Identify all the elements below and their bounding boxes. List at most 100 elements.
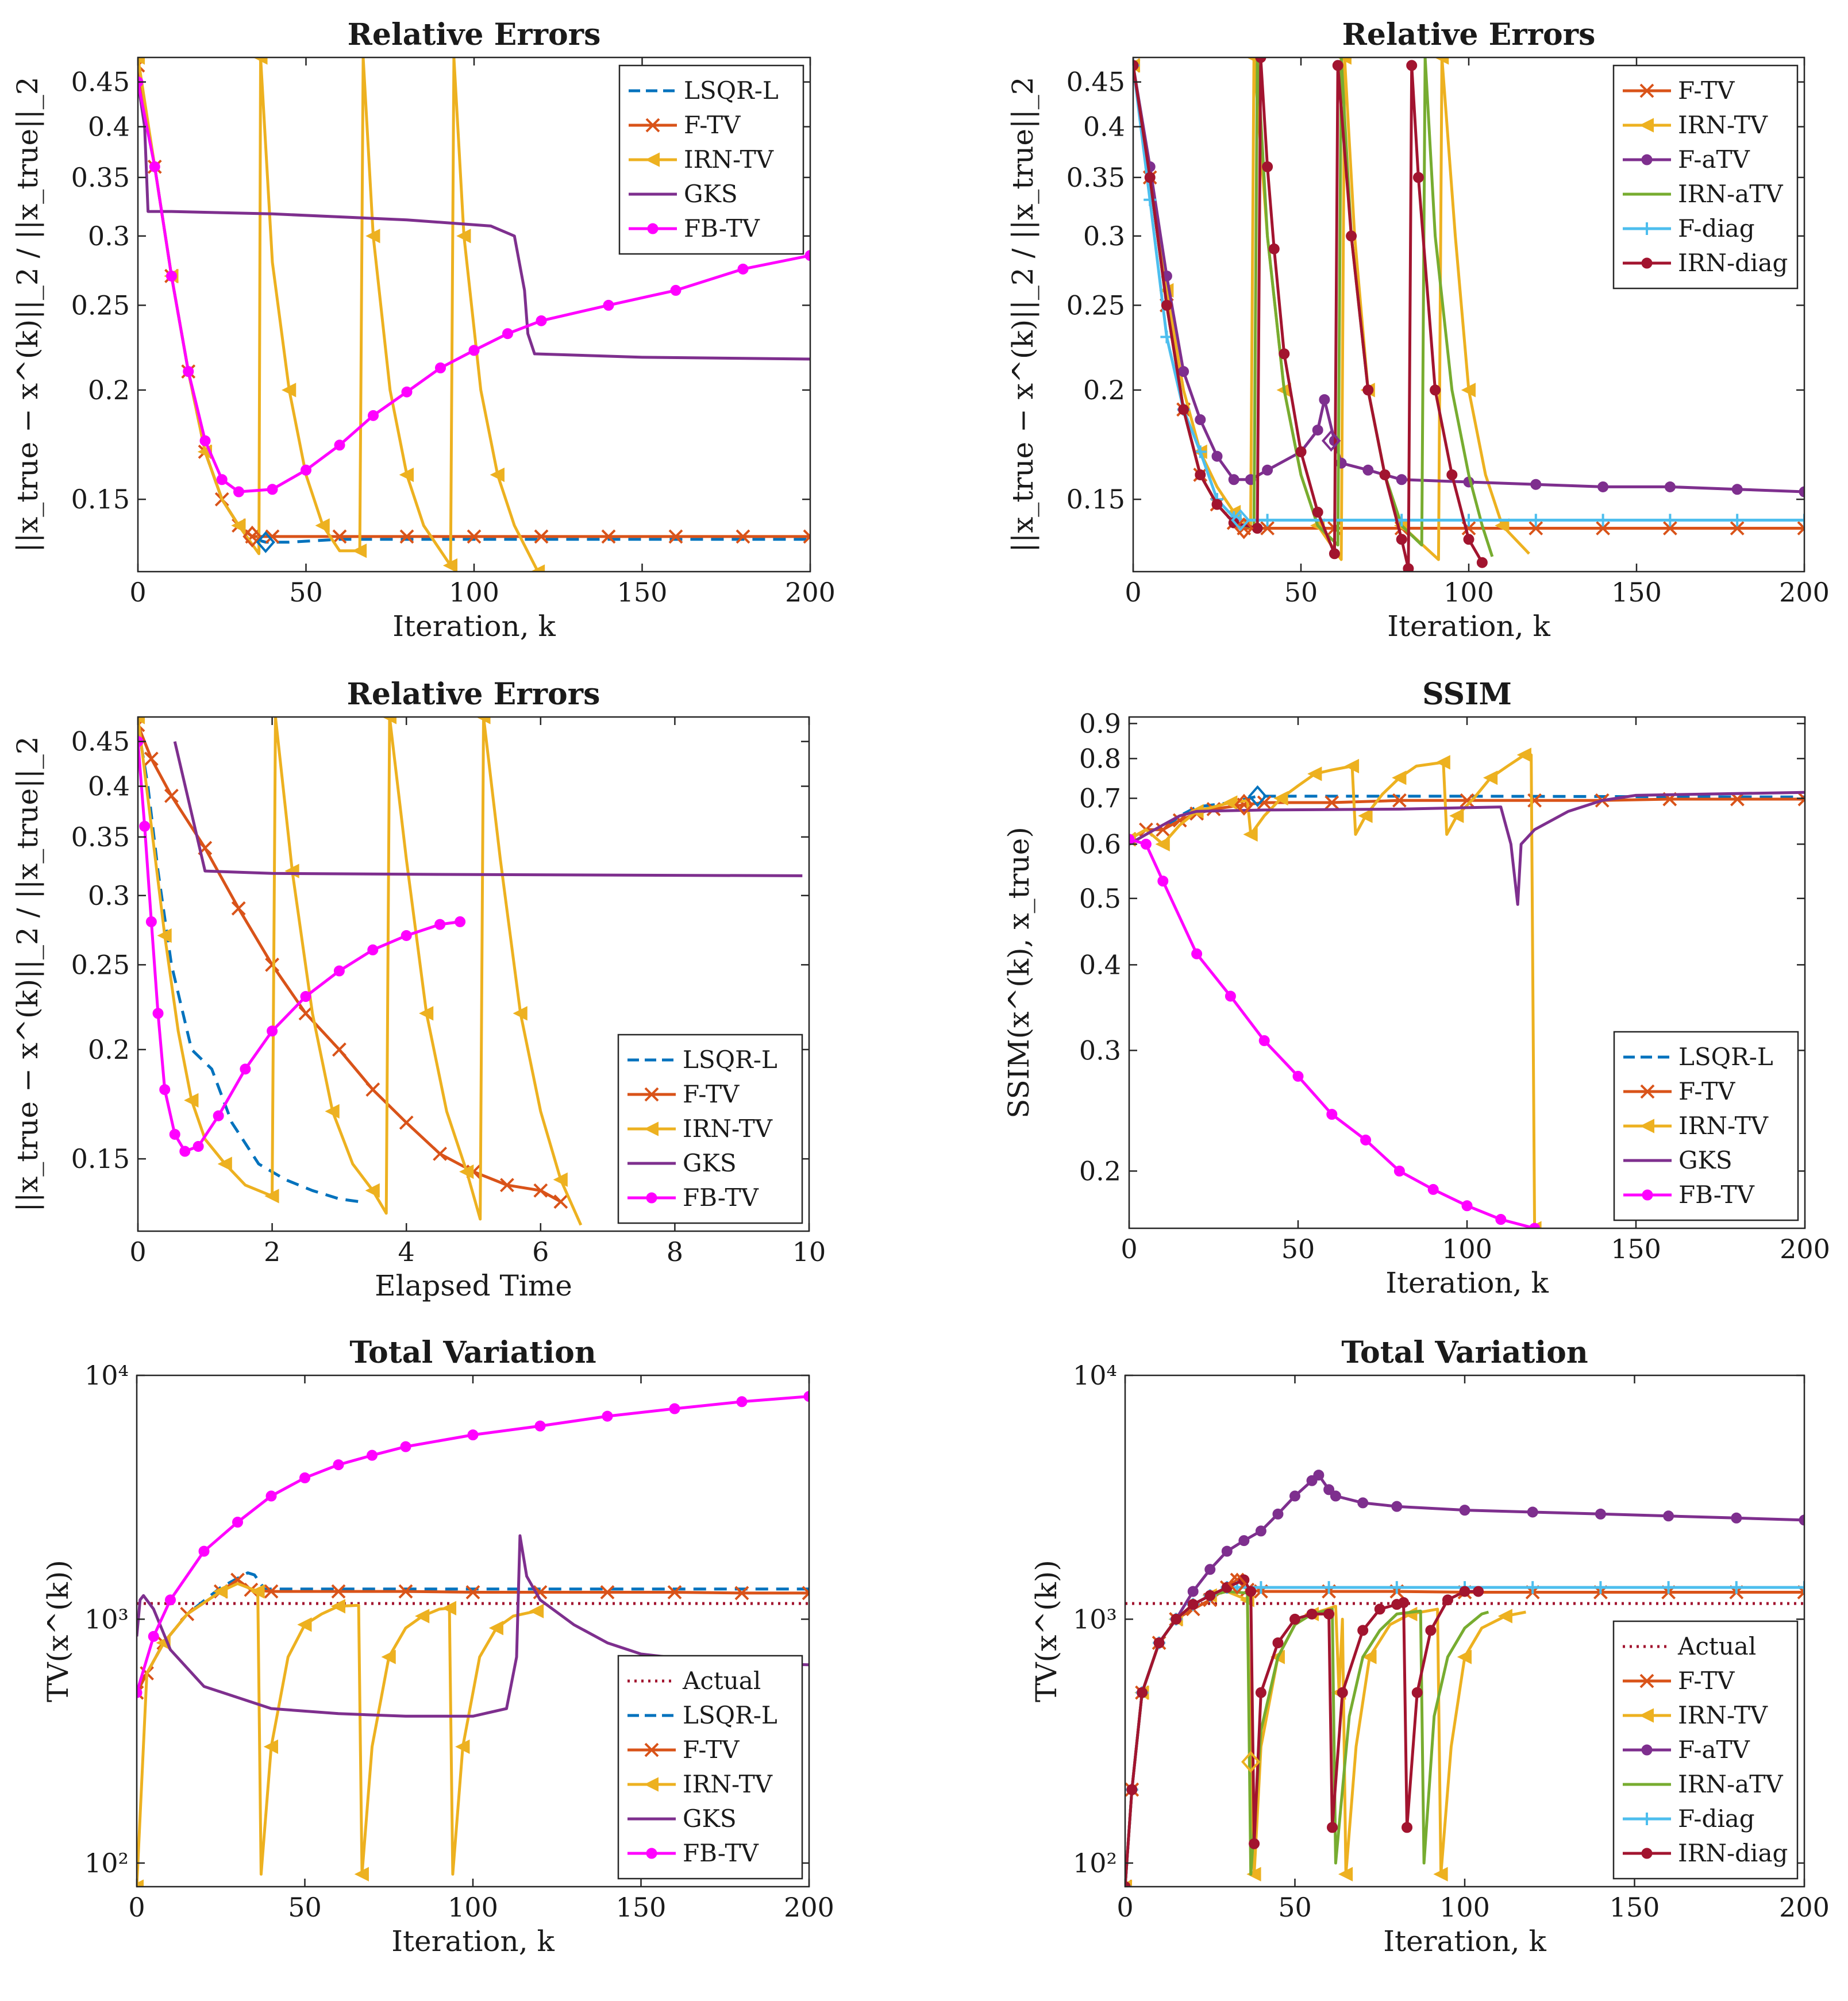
data-point-f-diag bbox=[1798, 1581, 1804, 1594]
data-point-fb-tv bbox=[502, 328, 513, 340]
y-tick-label: 0.25 bbox=[1067, 290, 1125, 321]
data-point-irn-diag bbox=[1430, 384, 1441, 396]
legend-label-irn-tv: IRN-TV bbox=[1678, 1701, 1768, 1729]
diamond-marker-f-tv bbox=[1227, 1572, 1247, 1595]
legend-marker-fb-tv bbox=[1642, 1189, 1653, 1201]
data-point-irn-diag bbox=[1144, 172, 1156, 183]
y-tick-label: 0.5 bbox=[1079, 883, 1121, 914]
diamond-marker-irn-tv bbox=[1241, 1751, 1261, 1773]
data-point-irn-tv bbox=[1273, 791, 1288, 806]
data-point-fb-tv bbox=[368, 410, 379, 421]
data-point-fb-tv bbox=[434, 919, 446, 930]
legend-label-fb-tv: FB-TV bbox=[683, 1183, 759, 1212]
y-tick-label: 0.9 bbox=[1079, 708, 1121, 739]
data-point-irn-tv bbox=[415, 1609, 430, 1624]
data-point-f-tv bbox=[332, 1042, 346, 1057]
data-point-f-atv bbox=[1272, 1508, 1284, 1520]
data-point-f-atv bbox=[1323, 1484, 1335, 1495]
data-point-irn-tv bbox=[253, 57, 268, 65]
legend-label-f-tv: F-TV bbox=[1678, 1667, 1735, 1695]
y-tick-label: 0.15 bbox=[71, 484, 130, 515]
x-tick-label: 50 bbox=[1281, 1233, 1315, 1264]
data-point-irn-diag bbox=[1195, 469, 1206, 480]
data-point-f-tv bbox=[499, 1178, 514, 1193]
data-point-irn-tv bbox=[1155, 836, 1170, 851]
data-point-irn-diag bbox=[1161, 299, 1172, 311]
data-point-fb-tv bbox=[198, 1545, 210, 1557]
x-axis-label: Iteration, k bbox=[1385, 1266, 1549, 1300]
data-point-irn-diag bbox=[1306, 1608, 1318, 1620]
data-point-irn-tv bbox=[490, 467, 505, 483]
data-point-f-atv bbox=[1664, 481, 1676, 492]
legend: LSQR-L F-TV IRN-TV GKS FB-TV bbox=[618, 64, 804, 255]
data-point-fb-tv bbox=[183, 366, 194, 377]
legend-marker-fb-tv bbox=[646, 1848, 657, 1859]
legend-label-irn-diag: IRN-diag bbox=[1678, 249, 1788, 277]
data-point-f-tv bbox=[668, 529, 683, 544]
diamond-marker-f-atv bbox=[1321, 430, 1341, 452]
legend-label-f-diag: F-diag bbox=[1678, 1805, 1755, 1833]
legend-label-f-atv: F-aTV bbox=[1678, 1736, 1750, 1764]
legend-marker-fb-tv bbox=[647, 223, 659, 234]
data-point-fb-tv bbox=[192, 1140, 204, 1152]
data-point-fb-tv bbox=[803, 1391, 809, 1402]
data-point-f-diag bbox=[1798, 514, 1804, 527]
data-point-irn-tv bbox=[231, 518, 246, 533]
data-point-irn-diag bbox=[1262, 161, 1273, 172]
data-point-irn-tv bbox=[513, 1006, 528, 1021]
y-axis-label: SSIM(x^(k), x_true) bbox=[1002, 827, 1035, 1119]
data-point-f-tv bbox=[1460, 793, 1474, 808]
data-point-f-tv bbox=[1260, 521, 1275, 535]
data-point-fb-tv bbox=[1157, 876, 1169, 887]
data-point-f-tv bbox=[265, 529, 280, 544]
data-point-f-tv bbox=[1797, 521, 1804, 535]
data-point-irn-tv bbox=[157, 928, 172, 943]
data-point-irn-tv bbox=[1435, 755, 1450, 770]
data-point-f-tv bbox=[231, 901, 246, 916]
x-tick-label: 150 bbox=[1610, 1892, 1660, 1923]
x-tick-label: 100 bbox=[1442, 1233, 1492, 1264]
data-point-fb-tv bbox=[435, 362, 446, 373]
data-point-f-tv bbox=[533, 1183, 548, 1198]
data-point-irn-tv bbox=[138, 57, 145, 65]
legend: Actual LSQR-L F-TV IRN-TV GKS FB-TV bbox=[617, 1655, 803, 1880]
x-tick-label: 0 bbox=[129, 1236, 146, 1267]
y-axis-label: TV(x^(k)) bbox=[41, 1560, 75, 1702]
x-tick-label: 200 bbox=[785, 577, 836, 608]
data-point-fb-tv bbox=[367, 944, 379, 955]
data-point-f-atv bbox=[1459, 1505, 1470, 1516]
x-axis-label: Iteration, k bbox=[391, 1925, 555, 1958]
data-point-f-tv bbox=[533, 1585, 548, 1599]
series-group bbox=[1133, 57, 1804, 572]
data-point-f-tv bbox=[332, 529, 347, 544]
data-point-irn-tv bbox=[352, 543, 367, 558]
data-point-irn-diag bbox=[1459, 1586, 1470, 1597]
data-point-irn-tv bbox=[354, 1867, 369, 1882]
data-point-fb-tv bbox=[534, 1420, 546, 1432]
x-tick-label: 50 bbox=[1284, 577, 1318, 608]
data-point-f-tv bbox=[144, 751, 159, 766]
y-axis-label: TV(x^(k)) bbox=[1030, 1560, 1063, 1702]
data-point-fb-tv bbox=[152, 1008, 164, 1019]
y-tick-label: 0.2 bbox=[88, 1034, 130, 1065]
data-point-irn-tv bbox=[459, 1164, 474, 1179]
data-point-fb-tv bbox=[1129, 834, 1135, 845]
data-point-f-atv bbox=[1527, 1506, 1538, 1518]
data-point-fb-tv bbox=[467, 1429, 479, 1441]
data-point-f-atv bbox=[1238, 1535, 1250, 1547]
x-tick-label: 150 bbox=[616, 1892, 667, 1923]
legend-marker-irn-tv bbox=[644, 1777, 659, 1792]
diamond-marker-f-diag bbox=[1231, 509, 1250, 531]
x-tick-label: 4 bbox=[398, 1236, 415, 1267]
legend-label-irn-tv: IRN-TV bbox=[1678, 111, 1768, 139]
data-point-fb-tv bbox=[137, 1687, 143, 1698]
data-point-f-tv bbox=[802, 1586, 809, 1601]
x-tick-label: 0 bbox=[129, 577, 146, 608]
legend-label-lsqr-l: LSQR-L bbox=[683, 1701, 777, 1729]
legend-label-lsqr-l: LSQR-L bbox=[684, 76, 779, 105]
y-axis-label: ||x_true − x^(k)||_2 / ||x_true||_2 bbox=[1006, 76, 1040, 552]
x-tick-label: 100 bbox=[449, 577, 499, 608]
data-point-fb-tv bbox=[603, 299, 614, 311]
data-point-f-tv bbox=[164, 788, 179, 803]
